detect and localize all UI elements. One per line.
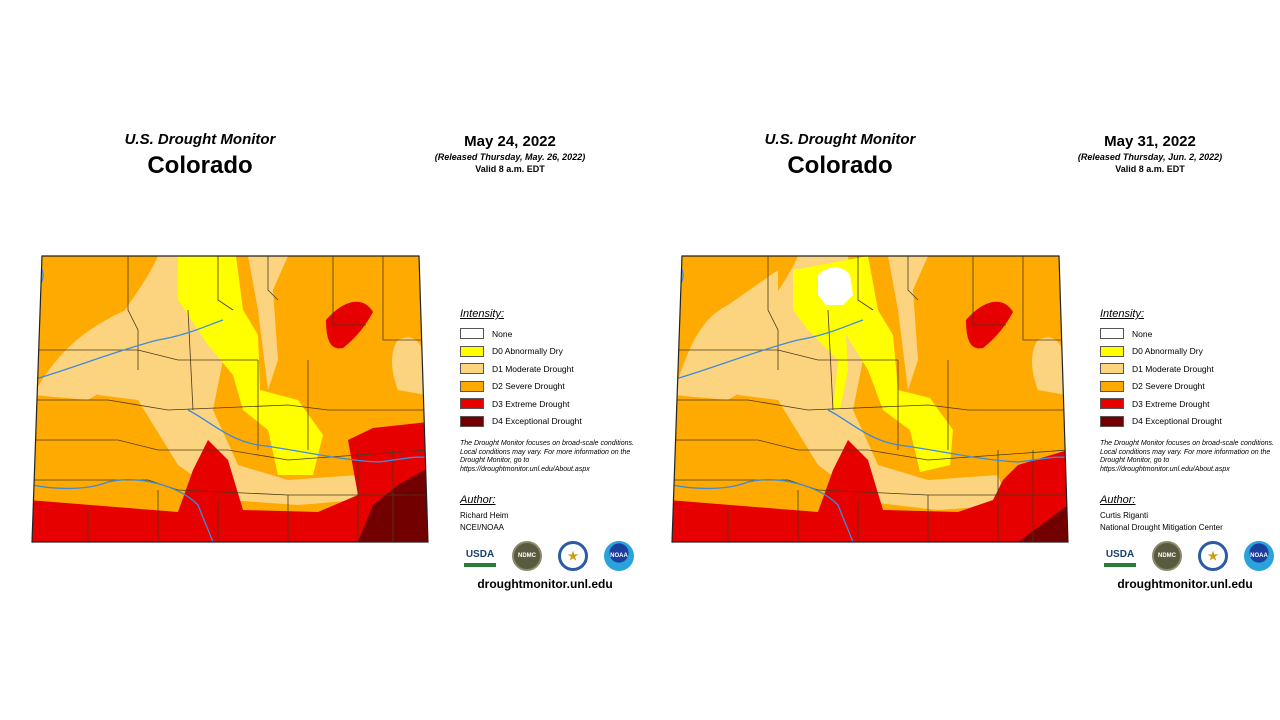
- author-heading: Author:: [460, 494, 496, 506]
- intensity-legend: Intensity: None D0 Abnormally Dry D1 Mod…: [460, 308, 640, 430]
- ndmc-logo-icon: NDMC: [1152, 541, 1182, 571]
- disclaimer-note: The Drought Monitor focuses on broad-sca…: [460, 440, 634, 473]
- disclaimer-note: The Drought Monitor focuses on broad-sca…: [1100, 440, 1274, 473]
- map-title-block: U.S. Drought Monitor Colorado: [740, 131, 940, 180]
- swatch-d4: [460, 415, 484, 427]
- legend-label: D2 Severe Drought: [1132, 381, 1205, 392]
- drought-map-panel-may24: U.S. Drought Monitor Colorado May 24, 20…: [31, 131, 640, 591]
- valid-time: Valid 8 a.m. EDT: [475, 164, 545, 174]
- valid-time: Valid 8 a.m. EDT: [1115, 164, 1185, 174]
- legend-label: D0 Abnormally Dry: [492, 346, 563, 357]
- legend-label: D3 Extreme Drought: [1132, 398, 1210, 409]
- legend-label: D2 Severe Drought: [492, 381, 565, 392]
- legend-label: D1 Moderate Drought: [1132, 363, 1214, 374]
- release-date: (Released Thursday, May. 26, 2022): [434, 152, 586, 162]
- legend-label: D1 Moderate Drought: [492, 363, 574, 374]
- legend-label: D4 Exceptional Drought: [492, 416, 582, 427]
- date-block: May 31, 2022 (Released Thursday, Jun. 2,…: [1050, 133, 1250, 174]
- legend-item-d3: D3 Extreme Drought: [1100, 395, 1280, 413]
- legend-label: D4 Exceptional Drought: [1132, 416, 1222, 427]
- legend-item-d0: D0 Abnormally Dry: [460, 343, 640, 361]
- release-date: (Released Thursday, Jun. 2, 2022): [1077, 152, 1223, 162]
- partner-logos: USDA NDMC ★ NOAA: [464, 541, 634, 571]
- swatch-d1: [460, 363, 484, 375]
- legend-item-d1: D1 Moderate Drought: [1100, 360, 1280, 378]
- author-name: Curtis Riganti: [1100, 511, 1149, 520]
- legend-item-d4: D4 Exceptional Drought: [460, 413, 640, 431]
- legend-item-none: None: [1100, 325, 1280, 343]
- legend-item-d1: D1 Moderate Drought: [460, 360, 640, 378]
- date-block: May 24, 2022 (Released Thursday, May. 26…: [410, 133, 610, 174]
- swatch-d1: [1100, 363, 1124, 375]
- legend-label: D0 Abnormally Dry: [1132, 346, 1203, 357]
- swatch-d2: [460, 380, 484, 392]
- swatch-d0: [460, 345, 484, 357]
- author-info: Richard Heim NCEI/NOAA: [460, 510, 508, 534]
- colorado-drought-map: [671, 255, 1069, 543]
- legend-item-d0: D0 Abnormally Dry: [1100, 343, 1280, 361]
- swatch-d4: [1100, 415, 1124, 427]
- drought-map-panel-may31: U.S. Drought Monitor Colorado May 31, 20…: [640, 0, 1280, 720]
- doc-eagle-logo-icon: ★: [558, 541, 588, 571]
- author-org: National Drought Mitigation Center: [1100, 523, 1223, 532]
- monitor-title: U.S. Drought Monitor: [764, 131, 916, 148]
- swatch-d3: [1100, 398, 1124, 410]
- monitor-title: U.S. Drought Monitor: [124, 131, 276, 148]
- swatch-d0: [1100, 345, 1124, 357]
- usda-logo-icon: USDA: [1104, 545, 1136, 567]
- doc-eagle-logo-icon: ★: [1198, 541, 1228, 571]
- legend-item-d2: D2 Severe Drought: [460, 378, 640, 396]
- legend-label: D3 Extreme Drought: [492, 398, 570, 409]
- author-heading: Author:: [1100, 494, 1136, 506]
- author-org: NCEI/NOAA: [460, 523, 505, 532]
- swatch-none: [460, 328, 484, 340]
- swatch-d3: [460, 398, 484, 410]
- legend-item-d3: D3 Extreme Drought: [460, 395, 640, 413]
- swatch-none: [1100, 328, 1124, 340]
- website-link[interactable]: droughtmonitor.unl.edu: [1117, 577, 1253, 591]
- legend-label: None: [1132, 328, 1153, 339]
- website-link[interactable]: droughtmonitor.unl.edu: [477, 577, 613, 591]
- map-date: May 31, 2022: [1104, 133, 1196, 150]
- partner-logos: USDA NDMC ★ NOAA: [1104, 541, 1274, 571]
- legend-title: Intensity:: [460, 308, 505, 320]
- ndmc-logo-icon: NDMC: [512, 541, 542, 571]
- state-title: Colorado: [787, 152, 893, 179]
- legend-title: Intensity:: [1100, 308, 1145, 320]
- author-name: Richard Heim: [460, 511, 509, 520]
- colorado-drought-map: [31, 255, 429, 543]
- noaa-logo-icon: NOAA: [1244, 541, 1274, 571]
- noaa-logo-icon: NOAA: [604, 541, 634, 571]
- state-title: Colorado: [147, 152, 253, 179]
- swatch-d2: [1100, 380, 1124, 392]
- legend-label: None: [492, 328, 513, 339]
- legend-item-d2: D2 Severe Drought: [1100, 378, 1280, 396]
- intensity-legend: Intensity: None D0 Abnormally Dry D1 Mod…: [1100, 308, 1280, 430]
- legend-item-d4: D4 Exceptional Drought: [1100, 413, 1280, 431]
- map-date: May 24, 2022: [464, 133, 556, 150]
- map-title-block: U.S. Drought Monitor Colorado: [100, 131, 300, 180]
- usda-logo-icon: USDA: [464, 545, 496, 567]
- legend-item-none: None: [460, 325, 640, 343]
- author-info: Curtis Riganti National Drought Mitigati…: [1100, 510, 1223, 534]
